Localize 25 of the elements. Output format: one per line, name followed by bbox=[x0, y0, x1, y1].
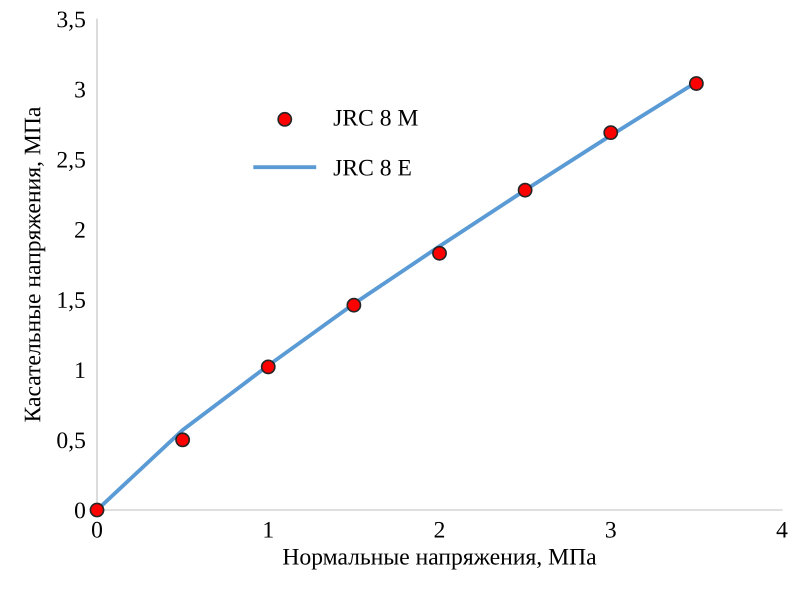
y-axis-title: Касательные напряжения, МПа bbox=[24, 106, 46, 422]
y-tick-label: 1,5 bbox=[58, 292, 85, 312]
legend-label: JRC 8 E bbox=[334, 160, 411, 176]
point bbox=[346, 298, 362, 313]
y-tick-label: 1 bbox=[76, 362, 84, 378]
point bbox=[603, 125, 618, 140]
y-tick-label: 0,5 bbox=[57, 432, 85, 452]
point bbox=[90, 502, 104, 518]
point bbox=[175, 432, 190, 448]
point bbox=[688, 76, 704, 91]
legend-label: JRC 8 M bbox=[334, 110, 418, 126]
x-tick-label: 0 bbox=[92, 522, 102, 538]
x-tick-label: 4 bbox=[776, 522, 788, 538]
y-tick-label: 3 bbox=[75, 82, 85, 98]
point bbox=[432, 246, 447, 261]
y-tick-label: 0 bbox=[74, 502, 85, 518]
x-axis-title: Нормальные напряжения, МПа bbox=[283, 549, 596, 570]
y-tick-label: 3,5 bbox=[58, 12, 85, 31]
point bbox=[518, 182, 533, 198]
y-tick-label: 2,5 bbox=[57, 152, 85, 172]
x-tick-label: 2 bbox=[434, 522, 444, 538]
x-tick-label: 3 bbox=[606, 522, 616, 538]
x-tick-label: 1 bbox=[264, 522, 273, 538]
point bbox=[260, 359, 276, 374]
y-tick-label: 2 bbox=[75, 222, 85, 238]
